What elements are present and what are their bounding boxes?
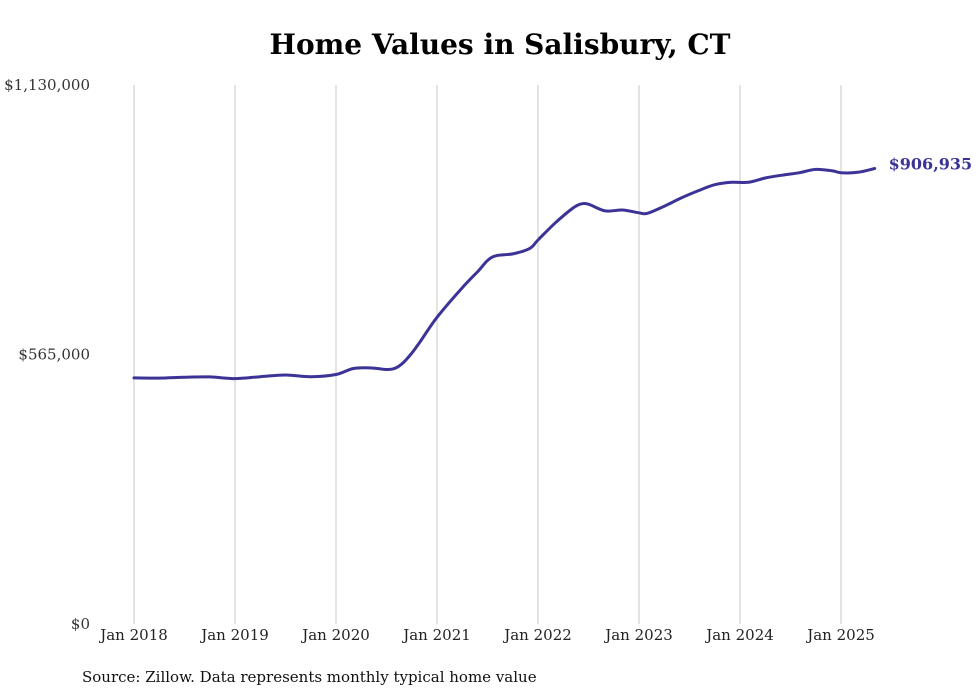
x-tick-label: Jan 2018 <box>98 626 168 644</box>
x-tick-label: Jan 2023 <box>603 626 673 644</box>
grid-layer <box>133 85 842 624</box>
x-tick-label: Jan 2022 <box>502 626 572 644</box>
x-tick-label: Jan 2025 <box>805 626 875 644</box>
x-tick-label: Jan 2019 <box>199 626 269 644</box>
x-axis: Jan 2018 Jan 2019 Jan 2020 Jan 2021 Jan 2022… <box>98 626 875 644</box>
source-note: Source: Zillow. Data represents monthly … <box>82 668 537 686</box>
y-axis: $0 $565,000 $1,130,000 <box>4 76 90 633</box>
y-tick-label: $0 <box>71 615 90 633</box>
chart-title: Home Values in Salisbury, CT <box>269 28 731 61</box>
series-layer: $906,935 <box>132 154 973 381</box>
x-tick-label: Jan 2021 <box>401 626 471 644</box>
y-tick-label: $1,130,000 <box>4 76 90 94</box>
x-tick-label: Jan 2020 <box>300 626 370 644</box>
home-value-line <box>132 167 877 381</box>
y-tick-label: $565,000 <box>18 346 90 364</box>
x-tick-label: Jan 2024 <box>704 626 774 644</box>
end-value-label: $906,935 <box>889 154 973 173</box>
